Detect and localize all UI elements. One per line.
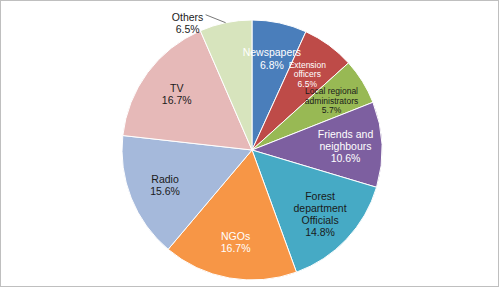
svg-text:administrators: administrators: [305, 96, 358, 106]
svg-text:officers: officers: [294, 69, 321, 79]
svg-text:Radio: Radio: [151, 173, 179, 185]
svg-text:Friends and: Friends and: [318, 128, 374, 140]
svg-text:14.8%: 14.8%: [305, 226, 335, 238]
svg-text:Forest: Forest: [305, 190, 335, 202]
svg-text:15.6%: 15.6%: [150, 185, 180, 197]
svg-text:Newspapers: Newspapers: [243, 46, 301, 58]
svg-text:16.7%: 16.7%: [162, 94, 192, 106]
svg-text:6.8%: 6.8%: [260, 59, 284, 71]
svg-text:TV: TV: [170, 82, 183, 94]
svg-text:Local regional: Local regional: [305, 86, 358, 96]
svg-text:10.6%: 10.6%: [331, 152, 361, 164]
svg-text:Others: Others: [172, 11, 204, 23]
svg-text:16.7%: 16.7%: [221, 242, 251, 254]
svg-text:6.5%: 6.5%: [176, 23, 200, 35]
svg-text:Extension: Extension: [289, 60, 327, 70]
svg-text:neighbours: neighbours: [320, 140, 372, 152]
svg-text:5.7%: 5.7%: [322, 105, 342, 115]
svg-text:Officials: Officials: [302, 214, 339, 226]
svg-text:department: department: [294, 202, 347, 214]
svg-text:6.5%: 6.5%: [297, 79, 317, 90]
svg-text:NGOs: NGOs: [221, 230, 250, 242]
